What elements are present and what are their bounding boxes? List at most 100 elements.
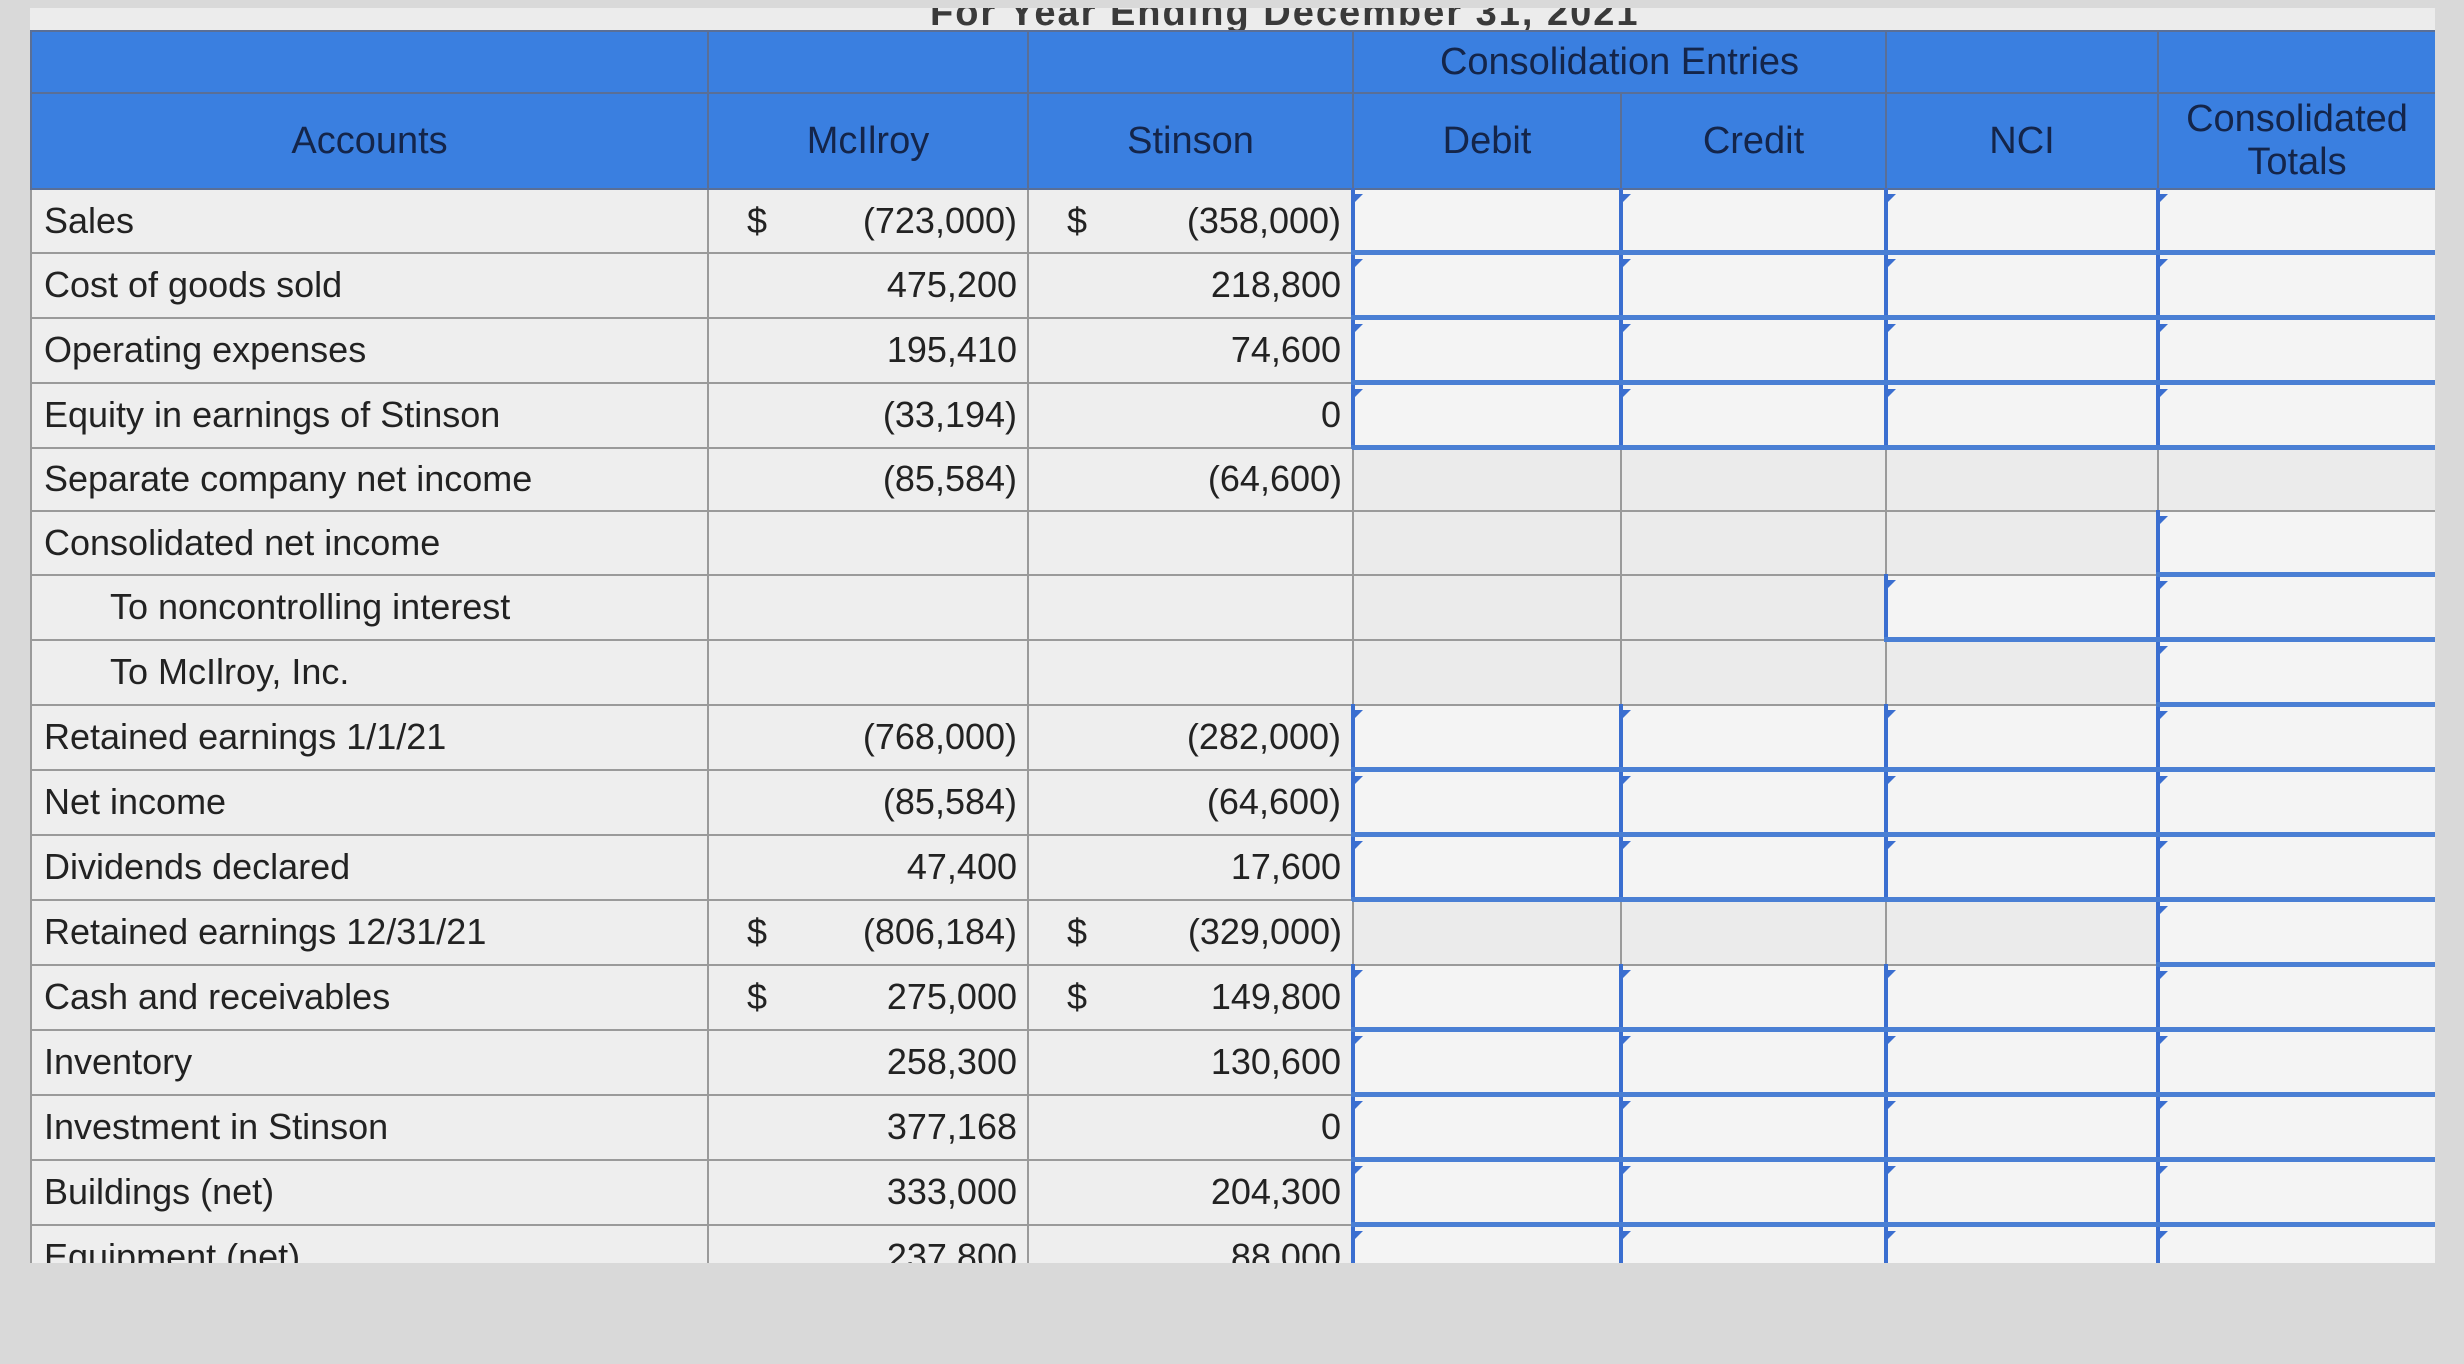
mcilroy-value: 195,410 [707,316,1029,384]
stinson-value: 0 [1027,381,1354,449]
consolidated-total-input[interactable] [2156,510,2435,577]
account-label: To McIlroy, Inc. [30,638,709,706]
debit-input[interactable] [1351,381,1622,450]
header-mcilroy: McIlroy [707,92,1029,190]
stinson-amount: 130,600 [1210,1041,1341,1082]
debit-input[interactable] [1351,316,1622,385]
consolidated-total-input[interactable] [2156,963,2435,1032]
nci-input[interactable] [1884,573,2159,642]
stinson-value: 218,800 [1027,251,1354,319]
consolidated-total-input[interactable] [2156,703,2435,772]
nci-input[interactable] [1884,963,2159,1032]
debit-input[interactable] [1351,188,1622,255]
credit-input[interactable] [1619,1223,1887,1263]
consolidated-total-input[interactable] [2156,573,2435,642]
stinson-value: 88,000 [1027,1223,1354,1263]
nci-input[interactable] [1884,251,2159,320]
debit-input [1352,573,1622,641]
nci-input[interactable] [1884,833,2159,902]
credit-input[interactable] [1619,1028,1887,1097]
stinson-value: $149,800 [1027,963,1354,1031]
stinson-amount: 74,600 [1230,329,1341,370]
worksheet-caption: For Year Ending December 31, 2021 [930,8,1640,34]
nci-input[interactable] [1884,1093,2159,1162]
account-label: Retained earnings 1/1/21 [30,703,709,771]
debit-input[interactable] [1351,768,1622,837]
account-label: Sales [30,188,709,254]
mcilroy-amount: (723,000) [862,199,1017,241]
nci-input[interactable] [1884,768,2159,837]
nci-input[interactable] [1884,1223,2159,1263]
credit-input[interactable] [1619,833,1887,902]
stinson-amount: (329,000) [1187,911,1342,952]
nci-input [1885,446,2159,512]
consolidated-total-input[interactable] [2156,1158,2435,1227]
debit-input[interactable] [1351,1028,1622,1097]
consolidated-total-input[interactable] [2156,1028,2435,1097]
credit-input[interactable] [1619,768,1887,837]
header-blank-mcilroy [707,30,1029,94]
consolidated-total-input[interactable] [2156,251,2435,320]
nci-input[interactable] [1884,381,2159,450]
consolidated-total-input[interactable] [2156,898,2435,967]
stinson-value: (64,600) [1027,768,1354,836]
credit-input[interactable] [1619,703,1887,772]
credit-input[interactable] [1619,316,1887,385]
dollar-sign: $ [1067,976,1088,1017]
consolidated-total-input[interactable] [2156,1223,2435,1263]
debit-input[interactable] [1351,703,1622,772]
credit-input [1620,898,1887,966]
table-row: Consolidated net income [30,510,2435,577]
stinson-amount: 149,800 [1210,976,1341,1017]
table-row: To McIlroy, Inc. [30,638,2435,707]
account-label: To noncontrolling interest [30,573,709,641]
table-row: Sales $ (723,000) $ (358,000) [30,188,2435,255]
credit-input[interactable] [1619,251,1887,320]
debit-input[interactable] [1351,251,1622,320]
nci-input[interactable] [1884,188,2159,255]
mcilroy-amount: (768,000) [862,716,1017,757]
debit-input[interactable] [1351,1093,1622,1162]
debit-input[interactable] [1351,1158,1622,1227]
consolidated-total-input[interactable] [2156,381,2435,450]
debit-input[interactable] [1351,1223,1622,1263]
mcilroy-amount: (33,194) [882,394,1017,435]
mcilroy-value: $ (806,184) [707,898,1029,966]
stinson-value: $ (329,000) [1027,898,1354,966]
consolidated-total-input[interactable] [2156,1093,2435,1162]
consolidated-total-input[interactable] [2156,833,2435,902]
debit-input[interactable] [1351,833,1622,902]
nci-input[interactable] [1884,316,2159,385]
nci-input[interactable] [1884,703,2159,772]
stinson-amount: (64,600) [1207,458,1342,500]
credit-input [1620,446,1887,512]
nci-input[interactable] [1884,1028,2159,1097]
credit-input[interactable] [1619,381,1887,450]
mcilroy-value: (768,000) [707,703,1029,771]
stinson-value: (64,600) [1027,446,1354,512]
debit-input[interactable] [1351,963,1622,1032]
mcilroy-amount: (85,584) [882,458,1017,500]
account-label: Inventory [30,1028,709,1096]
consolidated-total-input[interactable] [2156,768,2435,837]
credit-input[interactable] [1619,1093,1887,1162]
stinson-value: 74,600 [1027,316,1354,384]
stinson-amount: 218,800 [1210,264,1341,305]
table-row: Net income (85,584) (64,600) [30,768,2435,837]
account-label: Consolidated net income [30,510,709,576]
account-label: Net income [30,768,709,836]
credit-input[interactable] [1619,1158,1887,1227]
table-row: Buildings (net) 333,000 204,300 [30,1158,2435,1227]
consolidated-total-input[interactable] [2156,638,2435,707]
table-row: Separate company net income (85,584) (64,6… [30,446,2435,512]
consolidated-total-input[interactable] [2156,316,2435,385]
table-row: Investment in Stinson 377,168 0 [30,1093,2435,1162]
consolidated-total-input[interactable] [2156,188,2435,255]
table-row: To noncontrolling interest [30,573,2435,642]
nci-input[interactable] [1884,1158,2159,1227]
table-row: Inventory 258,300 130,600 [30,1028,2435,1097]
credit-input[interactable] [1619,188,1887,255]
credit-input[interactable] [1619,963,1887,1032]
stinson-amount: 17,600 [1230,846,1341,887]
mcilroy-value: 237,800 [707,1223,1029,1263]
